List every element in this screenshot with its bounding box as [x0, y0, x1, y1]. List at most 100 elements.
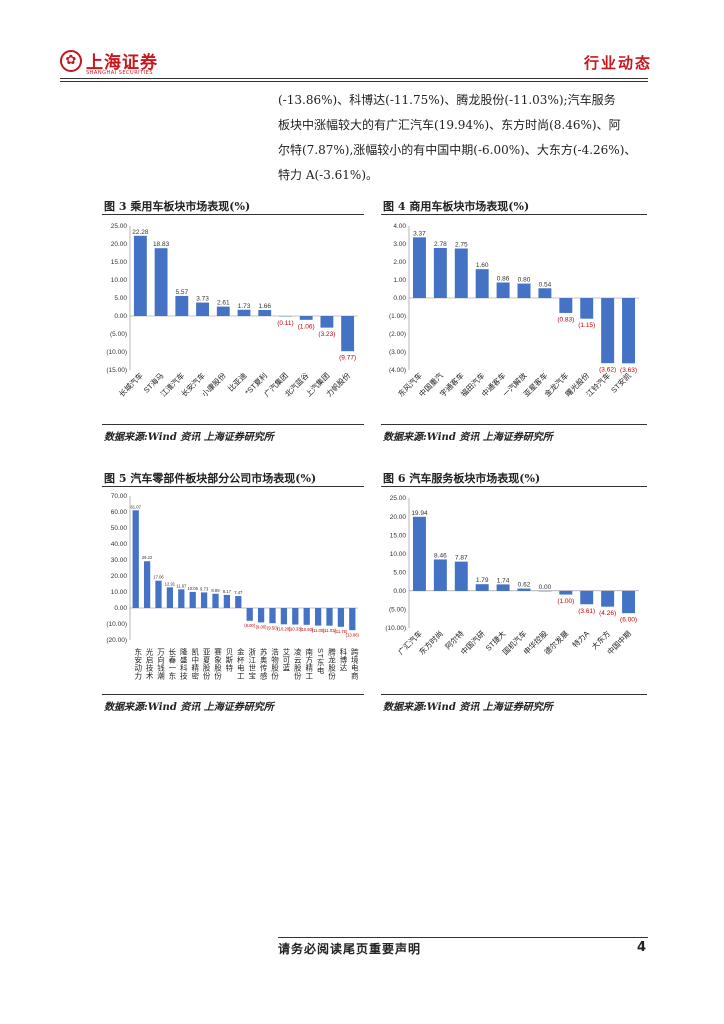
chart-bar — [212, 593, 219, 608]
y-tick-label: 0.00 — [114, 605, 127, 612]
category-label: 长春一东 — [168, 647, 177, 680]
chart-bar — [475, 584, 489, 591]
data-label: (3.61) — [578, 608, 595, 615]
y-tick-label: 20.00 — [390, 514, 407, 521]
category-label: 贝斯特 — [225, 648, 234, 672]
figure-6-chart: 25.00 20.00 15.00 10.00 5.00 0.00 (5.00) (10.00… — [385, 495, 639, 657]
paragraph-line: 特力 A(-3.61%)。 — [278, 168, 379, 182]
data-label: 29.22 — [142, 555, 153, 560]
chart-bar — [433, 559, 447, 591]
y-tick-label: 25.00 — [111, 223, 128, 230]
chart-bar — [320, 316, 334, 328]
category-label: 隆盛科技 — [179, 647, 188, 681]
y-tick-label: 70.00 — [111, 493, 128, 500]
category-label: 科博达 — [339, 647, 348, 673]
chart-bar — [143, 561, 151, 608]
y-tick-label: 4.00 — [393, 223, 406, 230]
data-label: 18.83 — [153, 241, 170, 248]
header-divider — [60, 78, 648, 79]
data-label: (1.15) — [578, 322, 595, 329]
data-label: (9.77) — [339, 355, 356, 362]
data-label: 17.06 — [153, 575, 164, 580]
chart-bar — [299, 316, 313, 320]
y-tick-label: 0.00 — [114, 313, 127, 320]
figure-6-rule — [381, 486, 647, 487]
chart-bar — [133, 235, 147, 316]
data-label: (0.83) — [557, 316, 574, 323]
figure-5-source: 数据来源:Wind 资讯 上海证券研究所 — [104, 702, 274, 713]
y-tick-label: 5.00 — [393, 569, 406, 576]
data-label: (1.00) — [557, 598, 574, 605]
y-tick-label: 10.00 — [111, 277, 128, 284]
chart-bar — [517, 588, 531, 591]
data-label: 0.00 — [539, 584, 552, 591]
data-label: 0.86 — [497, 276, 510, 283]
category-label: 浩物股份 — [270, 647, 279, 681]
figure-4-bottom-rule — [381, 424, 647, 425]
chart-bar — [235, 596, 242, 608]
y-tick-label: (5.00) — [389, 607, 406, 614]
section-title: 行业动态 — [583, 54, 652, 72]
chart-bar — [454, 248, 468, 298]
data-label: (11.03) — [323, 628, 337, 633]
chart-bar — [166, 587, 174, 608]
data-label: (10.33) — [289, 627, 303, 632]
data-label: 9.73 — [200, 586, 209, 591]
y-tick-label: (10.00) — [106, 621, 127, 628]
y-tick-label: 25.00 — [390, 495, 407, 502]
chart-bar — [189, 591, 196, 608]
figure-3-bottom-rule — [102, 424, 364, 425]
y-tick-label: (5.00) — [110, 331, 127, 338]
chart-bar — [622, 590, 636, 614]
y-tick-label: 10.00 — [390, 551, 407, 558]
y-tick-label: 10.00 — [111, 589, 128, 596]
data-label: (3.63) — [620, 367, 637, 374]
chart-bar — [223, 594, 231, 608]
category-label: 东安动力 — [133, 647, 142, 681]
paragraph-line: (-13.86%)、科博达(-11.75%)、腾龙股份(-11.03%);汽车服… — [278, 93, 616, 107]
y-tick-label: (2.00) — [389, 331, 406, 338]
chart-bar — [538, 590, 552, 592]
chart-bar — [559, 298, 573, 313]
data-label: 10.06 — [187, 586, 198, 591]
data-label: 5.57 — [175, 289, 188, 296]
chart-bar — [580, 298, 594, 319]
figure-5-rule — [102, 486, 364, 487]
data-label: 22.28 — [132, 229, 149, 236]
y-tick-label: 15.00 — [390, 532, 407, 539]
chart-bar — [475, 269, 489, 298]
figure-3-title: 图 3 乘用车板块市场表现(%) — [104, 200, 251, 213]
data-label: 1.60 — [476, 262, 489, 269]
page-header: ✿ 上海证券 SHANGHAI SECURITIES 行业动态 — [60, 48, 660, 80]
data-label: 1.79 — [476, 577, 489, 584]
paragraph-line: 尔特(7.87%),涨幅较小的有中国中期(-6.00%)、大东方(-4.26%)… — [278, 143, 637, 157]
category-label: 凯中精密 — [190, 647, 199, 681]
data-label: 61.07 — [130, 504, 141, 509]
chart-bar — [337, 608, 345, 627]
chart-bar — [132, 510, 139, 608]
figure-5-chart: 70.00 60.00 50.00 40.00 30.00 20.00 10.00 0.00 (… — [106, 493, 359, 681]
y-tick-label: 0.00 — [393, 588, 406, 595]
chart-bar — [154, 248, 168, 316]
data-label: 1.73 — [238, 303, 251, 310]
data-label: 3.73 — [196, 296, 209, 303]
category-label: 跨境电商 — [350, 648, 359, 681]
data-label: (11.00) — [312, 628, 326, 633]
figure-6-source: 数据来源:Wind 资讯 上海证券研究所 — [383, 702, 553, 713]
figure-4-title: 图 4 商用车板块市场表现(%) — [383, 200, 530, 213]
category-label: ST东电 — [316, 648, 325, 675]
chart-bar — [246, 608, 253, 621]
figure-6-title: 图 6 汽车服务板块市场表现(%) — [383, 472, 541, 485]
data-label: (6.00) — [620, 617, 637, 624]
data-label: 2.78 — [434, 241, 447, 248]
chart-bar — [280, 608, 288, 625]
data-label: 7.87 — [455, 555, 468, 562]
chart-bar — [622, 298, 636, 364]
data-label: 2.61 — [217, 300, 230, 307]
chart-bar — [257, 608, 265, 623]
figure-3-rule — [102, 214, 364, 215]
chart-bar — [326, 608, 333, 626]
data-label: 0.80 — [518, 277, 531, 284]
data-label: 19.94 — [411, 510, 428, 517]
data-label: 8.17 — [223, 589, 232, 594]
